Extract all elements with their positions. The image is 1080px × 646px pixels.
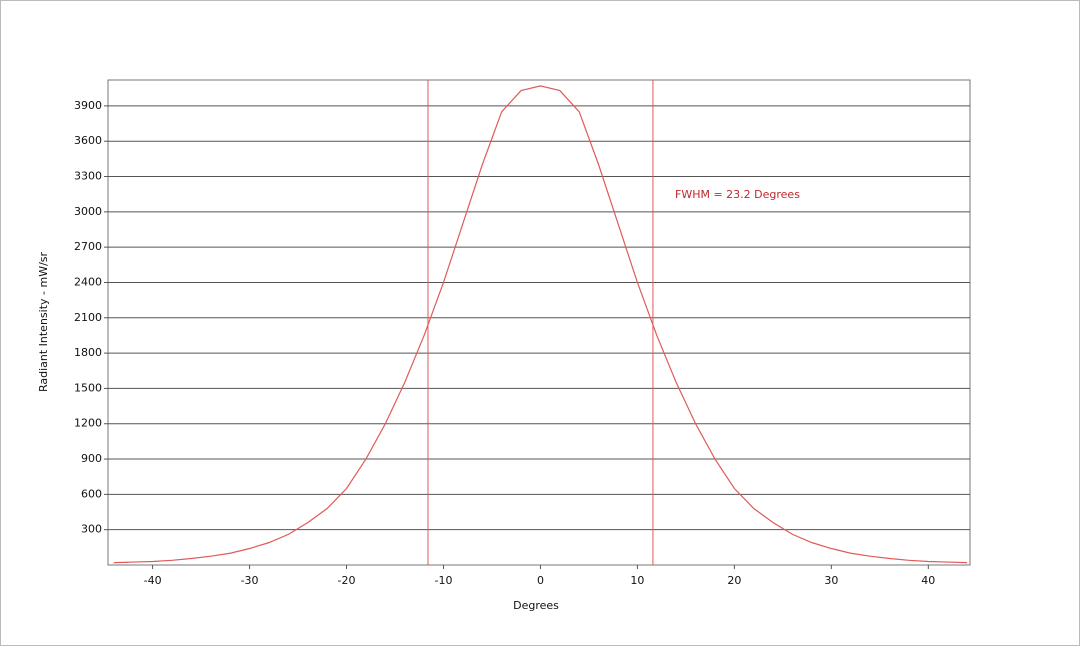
y-tick-label: 1800: [74, 346, 102, 359]
y-tick-label: 3900: [74, 99, 102, 112]
x-tick-label: -40: [144, 574, 162, 587]
y-tick-label: 2100: [74, 311, 102, 324]
y-tick-label: 3600: [74, 134, 102, 147]
y-tick-label: 600: [81, 487, 102, 500]
series-line: [113, 85, 968, 564]
x-tick-label: 20: [727, 574, 741, 587]
x-tick-label: -10: [435, 574, 453, 587]
plot-area: [107, 79, 971, 566]
y-tick-label: 3000: [74, 205, 102, 218]
x-tick-label: 10: [630, 574, 644, 587]
y-tick-label: 1500: [74, 381, 102, 394]
x-tick-label: 30: [824, 574, 838, 587]
y-tick-label: 2700: [74, 240, 102, 253]
x-tick-label: 40: [921, 574, 935, 587]
y-tick-label: 300: [81, 523, 102, 536]
annotation: FWHM = 23.2 Degrees: [675, 188, 800, 201]
y-tick-label: 1200: [74, 417, 102, 430]
y-tick-label: 2400: [74, 275, 102, 288]
y-axis-label: Radiant Intensity - mW/sr: [37, 251, 50, 392]
x-axis-label: Degrees: [513, 599, 559, 612]
x-tick-label: -20: [338, 574, 356, 587]
y-tick-label: 3300: [74, 170, 102, 183]
y-tick-label: 900: [81, 452, 102, 465]
x-tick-label: -30: [241, 574, 259, 587]
x-tick-label: 0: [537, 574, 544, 587]
